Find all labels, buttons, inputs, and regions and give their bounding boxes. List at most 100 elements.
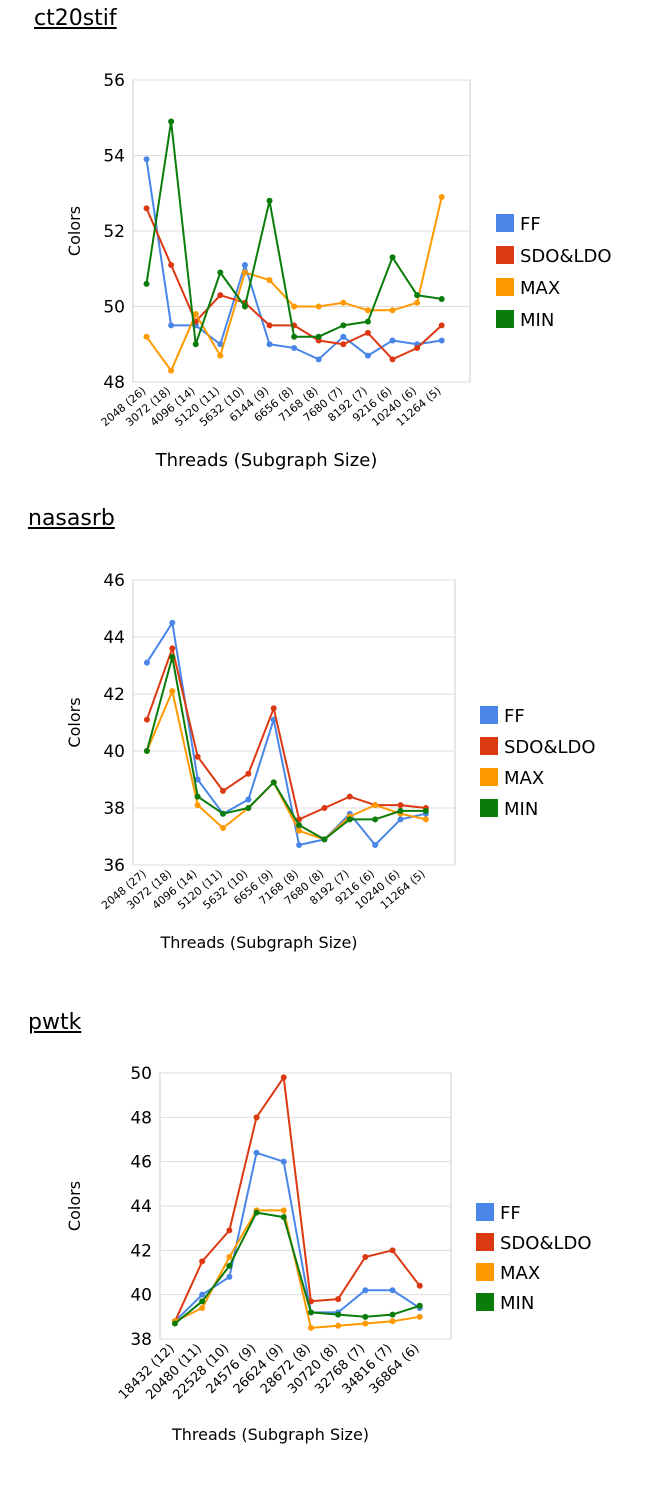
x-axis-title: Threads (Subgraph Size) [159,933,357,952]
data-point-min [143,280,150,287]
data-point-min [364,318,371,325]
data-point-max [389,307,396,314]
data-point-sdo-ldo [169,645,176,652]
data-point-max [315,303,322,310]
data-point-max [389,1318,396,1325]
data-point-ff [253,1149,260,1156]
data-point-ff [372,842,379,849]
legend-swatch [476,1233,494,1251]
legend-label: MIN [504,799,538,820]
data-point-min [340,322,347,329]
data-point-sdo-ldo [226,1227,233,1234]
x-axis-title: Threads (Subgraph Size) [155,450,378,471]
data-point-ff [296,842,303,849]
legend-label: MIN [520,310,554,331]
data-point-ff [168,322,175,329]
y-tick-label: 44 [130,1197,152,1217]
data-point-sdo-ldo [270,705,277,712]
data-point-min [270,779,277,786]
data-point-max [226,1253,233,1260]
data-point-sdo-ldo [389,1247,396,1254]
data-point-sdo-ldo [362,1253,369,1260]
data-point-sdo-ldo [168,261,175,268]
legend-label: MAX [504,768,544,789]
data-point-min [217,269,224,276]
legend-label: MIN [500,1293,534,1314]
data-point-ff [217,341,224,348]
series-line-sdo-ldo [145,647,426,821]
legend-swatch [496,214,514,232]
data-point-ff [340,333,347,340]
legend-label: SDO&LDO [520,246,612,267]
data-point-max [143,333,150,340]
data-point-sdo-ldo [143,205,150,212]
data-point-min [307,1309,314,1316]
data-point-min [422,807,429,814]
data-point-ff [362,1287,369,1294]
data-point-min [266,197,273,204]
data-point-max [438,194,445,201]
y-axis-title: Colors [65,1181,84,1231]
data-point-ff [364,352,371,359]
y-tick-label: 50 [130,1064,152,1084]
y-tick-label: 52 [103,222,125,242]
data-point-ff [194,776,201,783]
legend-label: SDO&LDO [500,1233,592,1254]
data-point-min [194,793,201,800]
data-point-min [321,836,328,843]
y-tick-label: 56 [103,71,125,91]
data-point-min [296,822,303,829]
data-point-ff [389,337,396,344]
data-point-sdo-ldo [245,770,252,777]
series-line-max [145,690,427,841]
data-point-min [397,807,404,814]
legend-label: FF [500,1203,521,1224]
data-point-min [241,303,248,310]
data-point-max [168,367,175,374]
data-point-ff [280,1158,287,1165]
data-point-min [192,341,199,348]
y-tick-label: 40 [130,1286,152,1306]
legend-swatch [496,310,514,328]
data-point-max [372,802,379,809]
data-point-sdo-ldo [194,753,201,760]
data-point-min [291,333,298,340]
data-point-sdo-ldo [397,802,404,809]
series-line-min [145,656,426,841]
data-point-min [414,292,421,299]
data-point-sdo-ldo [389,356,396,363]
chart-title: nasasrb [28,506,115,531]
y-tick-label: 48 [130,1108,152,1128]
data-point-max [364,307,371,314]
data-point-min [335,1311,342,1318]
data-point-sdo-ldo [321,805,328,811]
data-point-min [245,805,252,811]
data-point-ff [291,345,298,352]
chart-title: ct20stif [34,6,117,31]
data-point-sdo-ldo [438,322,445,329]
data-point-max [362,1320,369,1327]
data-point-max [340,299,347,306]
data-point-max [199,1304,206,1311]
data-point-min [226,1262,233,1269]
chart-title: pwtk [28,1010,82,1035]
y-tick-label: 44 [103,628,125,648]
data-point-max [414,299,421,306]
series-line-min [174,1211,421,1325]
data-point-min [280,1214,287,1221]
data-point-min [168,118,175,125]
data-point-min [169,653,176,660]
data-point-sdo-ldo [266,322,273,329]
y-tick-label: 50 [103,298,125,318]
data-point-max [307,1324,314,1331]
data-point-max [266,277,273,284]
y-tick-label: 48 [103,373,125,393]
data-point-sdo-ldo [307,1298,314,1305]
y-tick-label: 36 [103,856,125,876]
legend-swatch [496,246,514,264]
data-point-min [143,748,150,754]
legend-swatch [480,737,498,755]
data-point-max [291,303,298,310]
